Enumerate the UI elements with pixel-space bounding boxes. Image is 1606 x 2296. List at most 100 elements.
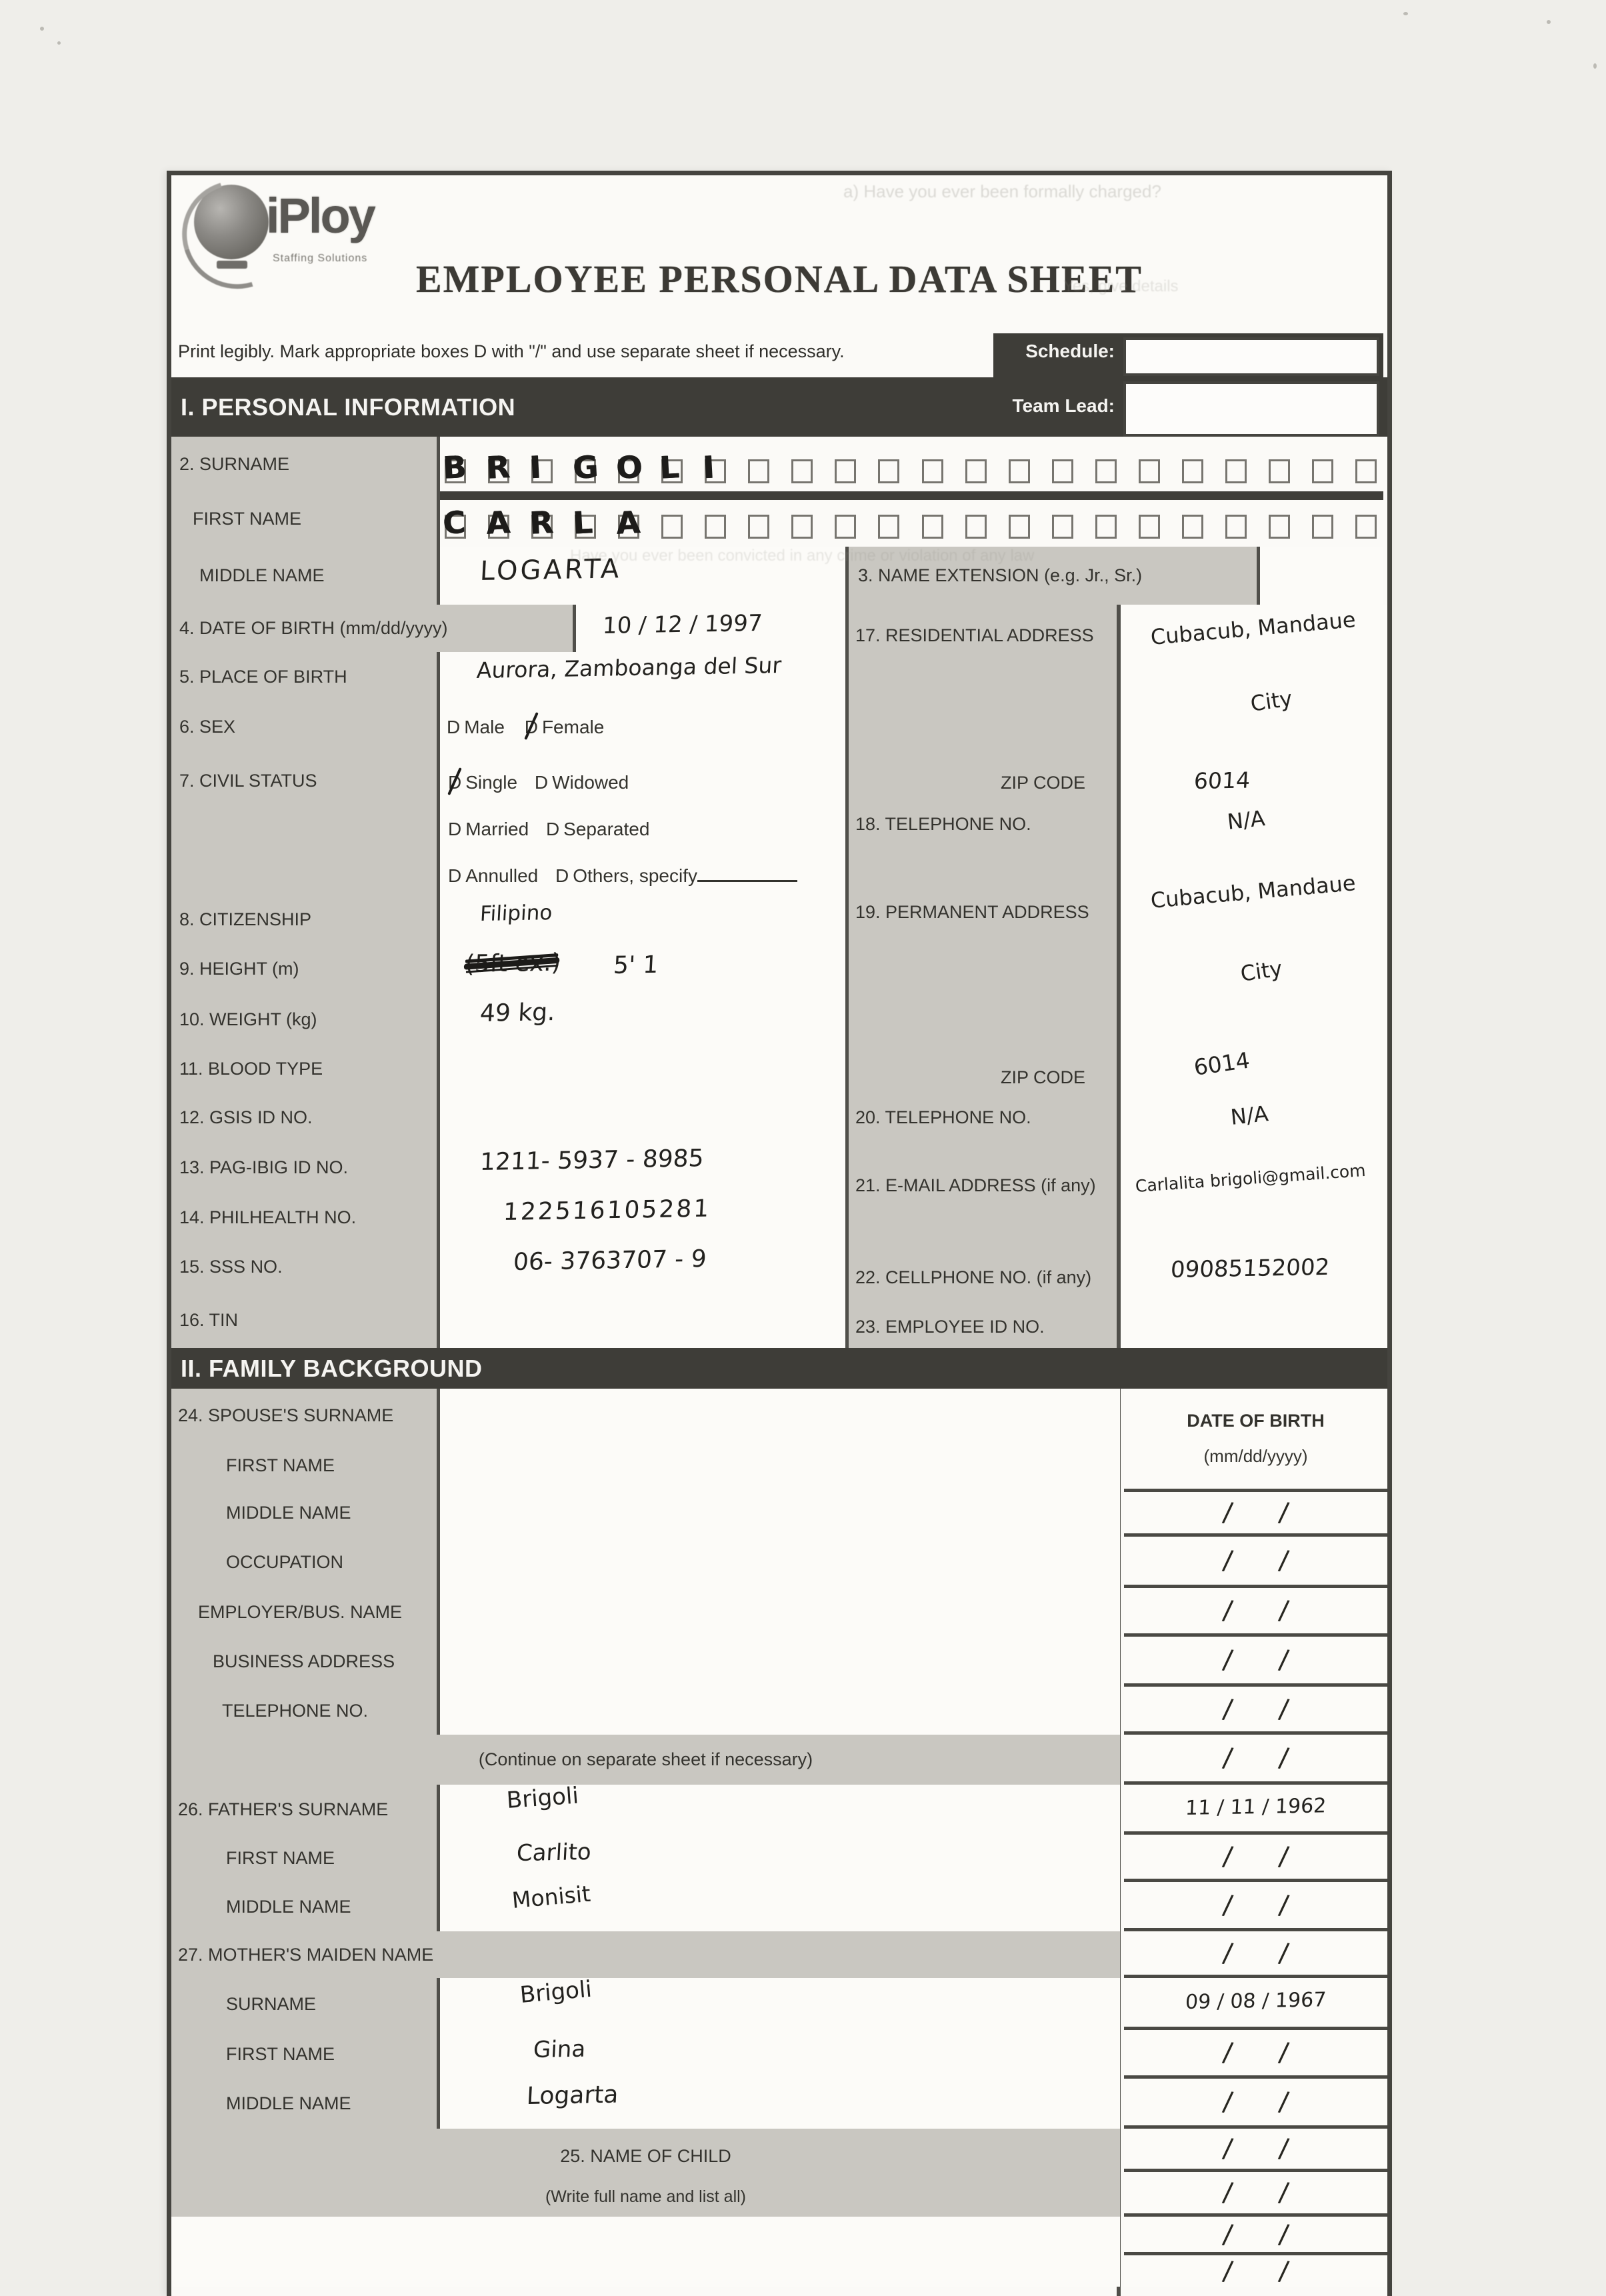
tel20-value-cell: N/A [1121, 1098, 1387, 1147]
civil-status-line3: D Annulled D Others, specify [448, 865, 797, 887]
father-middle-name-value: Monisit [511, 1880, 592, 1913]
tin-value-cell [440, 1292, 845, 1348]
father-surname-label-cell: 26. FATHER'S SURNAME [171, 1785, 440, 1835]
handwritten-letter: B [441, 449, 467, 486]
section2-bar: II. FAMILY BACKGROUND [171, 1348, 1387, 1389]
date-slash-mark: / [1221, 1693, 1235, 1725]
spouse-first-name-label-cell: FIRST NAME [171, 1442, 440, 1489]
checkbox-glyph: D [555, 865, 569, 886]
child-entry-row [171, 2255, 1120, 2287]
father-first-name-label-cell: FIRST NAME [171, 1835, 440, 1882]
civil-status-label: 7. CIVIL STATUS [179, 771, 317, 791]
residential-line2: City [1249, 685, 1294, 717]
father-first-name-row: FIRST NAME Carlito [171, 1835, 1120, 1886]
business-address-value-cell [440, 1637, 1120, 1687]
letter-box [1355, 515, 1377, 539]
form-title: EMPLOYEE PERSONAL DATA SHEET [415, 257, 1143, 301]
letter-box [1008, 459, 1030, 483]
scan-speck [1403, 12, 1408, 15]
birth-date-label: 4. DATE OF BIRTH (mm/dd/yyyy) [179, 618, 448, 638]
employer-value-cell [440, 1588, 1120, 1637]
father-first-name-value-cell: Carlito [440, 1835, 1120, 1882]
cellphone-value-cell: 09085152002 [1121, 1247, 1387, 1300]
letter-box [1095, 459, 1117, 483]
letter-box: L [572, 504, 597, 541]
mother-maiden-name-label: 27. MOTHER'S MAIDEN NAME [178, 1944, 434, 1965]
section1-title: I. PERSONAL INFORMATION [181, 393, 516, 421]
mother-middle-name-row: MIDDLE NAME Logarta [171, 2079, 1120, 2133]
sss-value-cell: 06- 3763707 - 9 [440, 1242, 845, 1292]
residential-label: 17. RESIDENTIAL ADDRESS [855, 625, 1094, 645]
father-middle-name-value-cell: Monisit [440, 1880, 1120, 1931]
date-slash-mark: / [1221, 2037, 1235, 2069]
birth-place-label: 5. PLACE OF BIRTH [179, 667, 347, 687]
citizenship-value-cell: Filipino [440, 897, 845, 943]
letter-box [1051, 459, 1073, 483]
mother-middle-name-label: MIDDLE NAME [226, 2093, 351, 2113]
team-lead-label: Team Lead: [1012, 395, 1115, 416]
middle-name-label-cell: MIDDLE NAME [171, 547, 440, 605]
scan-speck [1547, 20, 1551, 24]
letter-box [878, 515, 900, 539]
spouse-surname-value-cell [440, 1389, 1120, 1442]
middle-name-value: LOGARTA [479, 553, 623, 587]
letter-box [1095, 515, 1117, 539]
tin-row: 16. TIN [171, 1292, 845, 1348]
handwritten-letter: L [571, 504, 593, 541]
spouse-middle-name-row: MIDDLE NAME [171, 1489, 1120, 1541]
scan-speck [40, 27, 44, 31]
birth-date-value-cell: 10 / 12 / 1997 [576, 605, 845, 652]
married-checkbox: D [448, 819, 461, 840]
right-label-column [845, 605, 1120, 1348]
gsis-row: 12. GSIS ID NO. [171, 1093, 845, 1145]
date-cell: / / [1124, 1931, 1387, 1978]
single-option-label: Single [465, 772, 518, 793]
others-option-label: Others, specify [573, 865, 697, 886]
date-slash-mark: / [1221, 1742, 1235, 1774]
handwritten-letter: G [571, 449, 599, 486]
checkbox-glyph: D [534, 772, 549, 793]
iploy-globe-logo-icon [194, 185, 269, 259]
zip2-value-cell: 6014 [1121, 1047, 1387, 1101]
date-slash-mark: / [1221, 2133, 1235, 2165]
spouse-first-name-row: FIRST NAME [171, 1442, 1120, 1493]
name-of-child-row: 25. NAME OF CHILD (Write full name and l… [171, 2129, 1120, 2221]
letter-box [748, 515, 770, 539]
scan-speck [1593, 63, 1597, 69]
occupation-label-cell: OCCUPATION [171, 1537, 440, 1588]
father-birth-date-cell: 11 / 11 / 1962 [1124, 1785, 1387, 1835]
letter-box: L [659, 449, 683, 486]
letter-box [791, 515, 813, 539]
column-divider [1257, 547, 1260, 605]
section2-title: II. FAMILY BACKGROUND [181, 1354, 483, 1382]
zip1-label: ZIP CODE [1000, 773, 1085, 793]
date-slash-mark: / [1221, 1937, 1235, 1969]
birth-date-value: 09 / 08 / 1967 [1185, 1988, 1327, 2014]
business-address-label-cell: BUSINESS ADDRESS [171, 1637, 440, 1687]
philhealth-value: 122516105281 [502, 1195, 712, 1226]
letter-box [1051, 515, 1073, 539]
schedule-input [1123, 337, 1379, 376]
permanent-line1: Cubacub, Mandaue [1149, 870, 1357, 913]
citizenship-row: 8. CITIZENSHIP Filipino [171, 897, 845, 946]
email-value-cell: Carlalita brigoli@gmail.com [1121, 1143, 1387, 1250]
middle-name-label: MIDDLE NAME [199, 565, 325, 585]
date-of-birth-header: DATE OF BIRTH [1187, 1411, 1325, 1431]
others-checkbox: D [555, 865, 569, 887]
date-cell: / / [1124, 2255, 1387, 2287]
widowed-checkbox: D [535, 772, 548, 793]
height-label-cell: 9. HEIGHT (m) [171, 943, 440, 995]
weight-label: 10. WEIGHT (kg) [179, 1009, 317, 1029]
date-cell: / / [1124, 1637, 1387, 1687]
female-option-label: Female [541, 716, 605, 737]
letter-box [1225, 515, 1247, 539]
mother-first-name-row: FIRST NAME Gina [171, 2030, 1120, 2083]
handwritten-letter: O [615, 449, 643, 486]
schedule-label: Schedule: [1025, 341, 1115, 361]
father-middle-name-label: MIDDLE NAME [226, 1896, 351, 1917]
residential-line1: Cubacub, Mandaue [1149, 607, 1357, 650]
